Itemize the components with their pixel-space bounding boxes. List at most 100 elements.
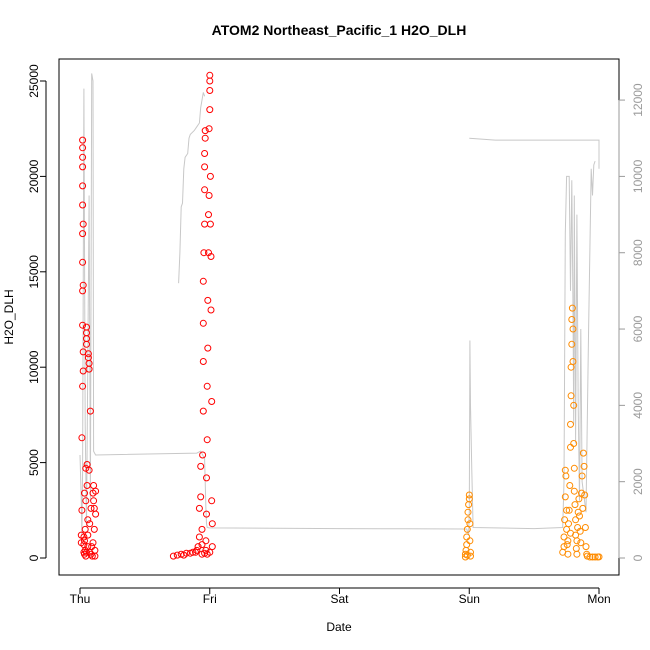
data-point	[571, 501, 579, 509]
data-point	[204, 296, 212, 304]
data-point	[573, 550, 581, 558]
data-point	[562, 472, 570, 480]
data-point	[84, 350, 92, 358]
data-point	[91, 552, 99, 560]
data-point	[208, 497, 216, 505]
data-point	[566, 482, 574, 489]
y2-tick-label: 2000	[631, 468, 645, 495]
data-point	[84, 531, 92, 539]
data-point	[89, 539, 97, 547]
data-point	[81, 525, 89, 533]
data-point	[197, 493, 205, 501]
data-point	[201, 220, 209, 228]
data-point	[79, 144, 87, 152]
data-point	[207, 253, 215, 260]
data-point	[79, 281, 87, 289]
data-point	[90, 482, 98, 489]
data-point	[88, 543, 96, 551]
data-point	[203, 510, 210, 518]
data-point	[574, 508, 582, 516]
data-point	[90, 525, 98, 533]
data-point	[80, 533, 88, 541]
data-point	[464, 516, 472, 524]
data-point	[198, 541, 206, 549]
data-point	[565, 520, 572, 528]
data-point	[193, 546, 201, 554]
data-point	[79, 201, 87, 209]
data-point	[461, 553, 469, 561]
data-point	[201, 127, 209, 135]
y2-tick-label: 0	[631, 554, 645, 561]
data-point	[201, 150, 209, 157]
y-tick-label: 15000	[27, 255, 41, 289]
data-point	[200, 249, 208, 257]
data-point	[203, 382, 211, 390]
plot-frame	[58, 58, 620, 576]
data-point	[81, 537, 88, 545]
altitude-line-segment-0	[178, 92, 206, 284]
data-point	[204, 344, 212, 352]
data-point	[201, 163, 209, 171]
data-point	[586, 553, 594, 561]
data-point	[192, 548, 199, 556]
data-point	[568, 316, 576, 323]
data-point	[92, 487, 100, 495]
altitude-line-layer	[79, 73, 600, 536]
data-point	[569, 325, 577, 333]
data-point	[87, 504, 95, 512]
x-tick-label: Mon	[587, 592, 610, 606]
data-point	[576, 527, 584, 535]
data-point	[466, 537, 474, 545]
altitude-line-segment-1	[469, 137, 600, 169]
data-point	[206, 71, 214, 79]
data-point	[595, 553, 603, 561]
data-point	[199, 407, 207, 415]
y2-tick-label: 4000	[631, 392, 645, 419]
data-point	[206, 106, 214, 114]
data-point	[563, 525, 571, 533]
data-point	[582, 543, 590, 551]
data-point	[464, 508, 472, 516]
data-point	[561, 466, 569, 474]
data-point	[570, 487, 578, 495]
data-point	[79, 382, 87, 390]
data-point	[182, 549, 190, 557]
data-point	[199, 358, 207, 365]
data-point	[577, 539, 585, 547]
data-point	[203, 436, 211, 444]
data-point	[560, 533, 568, 541]
data-point	[463, 525, 471, 533]
data-point	[572, 516, 580, 524]
data-point	[579, 504, 587, 512]
data-point	[79, 230, 87, 238]
data-point	[198, 525, 206, 533]
data-point	[575, 495, 583, 503]
data-point	[589, 553, 596, 561]
data-point	[84, 516, 92, 524]
altitude-line	[79, 73, 596, 536]
data-point	[83, 548, 90, 556]
data-point	[78, 434, 86, 442]
data-point	[205, 192, 213, 199]
data-point	[169, 552, 177, 560]
data-point	[208, 520, 216, 528]
data-point	[195, 533, 203, 541]
data-point	[203, 474, 210, 482]
data-point	[572, 545, 580, 552]
y-tick-label: 25000	[27, 64, 41, 98]
data-point	[579, 449, 587, 457]
data-point	[465, 495, 473, 503]
data-point	[189, 548, 197, 556]
data-point	[570, 401, 578, 409]
points-layer	[77, 71, 603, 561]
x-tick-label: Fri	[203, 592, 217, 606]
data-point	[79, 220, 87, 228]
data-point	[83, 340, 90, 348]
data-point	[79, 136, 87, 144]
data-point	[564, 537, 572, 545]
data-point	[202, 537, 210, 545]
data-point	[199, 451, 207, 459]
data-point	[79, 153, 87, 161]
data-point	[86, 407, 94, 415]
